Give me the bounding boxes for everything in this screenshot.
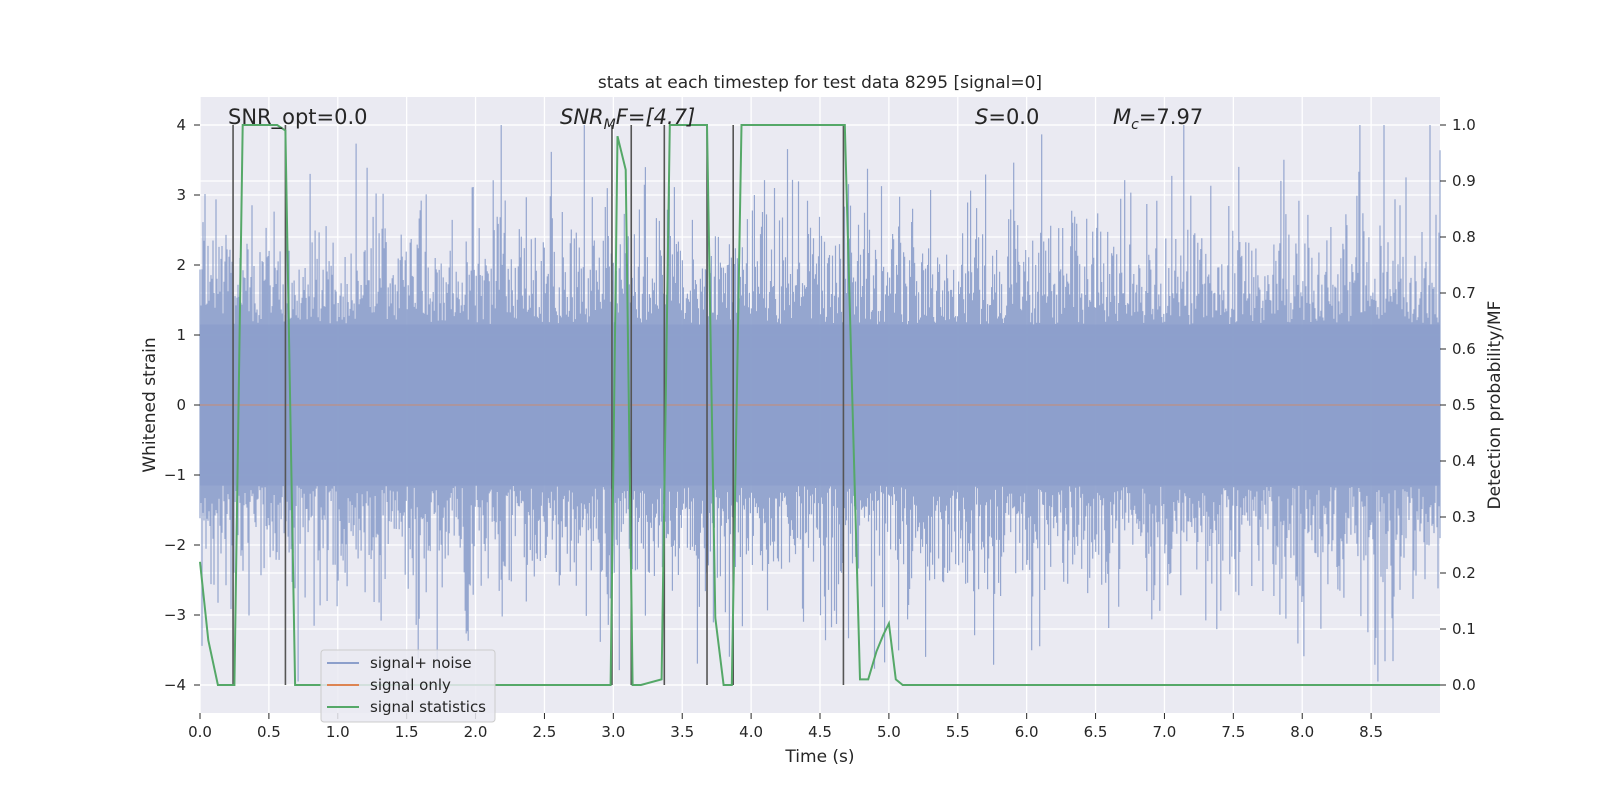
x-tick-label: 0.0	[188, 723, 212, 741]
annotation-s-rest: =0.0	[988, 105, 1039, 129]
tick-labels: 0.0 0.5 1.0 1.5 2.0 2.5 3.0 3.5 4.0 4.5 5.0 5.5 6.0 6…	[164, 116, 1476, 741]
x-tick-label: 4.0	[739, 723, 763, 741]
y2-tick-label: 0.7	[1452, 284, 1476, 302]
x-tick-label: 0.5	[257, 723, 281, 741]
x-tick-label: 4.5	[808, 723, 832, 741]
x-tick-label: 3.5	[670, 723, 694, 741]
x-tick-label: 8.5	[1359, 723, 1383, 741]
legend-label-signal-noise: signal+ noise	[370, 654, 472, 672]
chart-title: stats at each timestep for test data 829…	[598, 73, 1042, 93]
annotation-mc-main: M	[1113, 105, 1131, 129]
signal-noise-series	[199, 125, 1441, 682]
x-tick-label: 7.0	[1153, 723, 1177, 741]
y2-tick-label: 0.5	[1452, 396, 1476, 414]
x-tick-label: 1.0	[326, 723, 350, 741]
y-tick-label: 3	[176, 186, 186, 204]
y2-tick-label: 0.1	[1452, 620, 1476, 638]
annotation-snr-opt: SNR_opt=0.0	[228, 105, 368, 130]
annotation-mc: Mc=7.97	[1113, 105, 1203, 133]
x-tick-label: 6.5	[1084, 723, 1108, 741]
noise-band-spikes	[199, 125, 1441, 682]
y-tick-label: −1	[164, 466, 186, 484]
y2-tick-label: 0.9	[1452, 172, 1476, 190]
annotation-mc-sub: c	[1131, 117, 1139, 133]
x-axis-label: Time (s)	[784, 747, 854, 767]
signal-statistics-line	[199, 124, 1440, 686]
annotation-s: S=0.0	[975, 105, 1039, 129]
legend: signal+ noise signal only signal statist…	[320, 649, 496, 723]
x-tick-label: 3.0	[601, 723, 625, 741]
y2-tick-label: 0.4	[1452, 452, 1476, 470]
x-tick-label: 7.5	[1221, 723, 1245, 741]
legend-label-signal-statistics: signal statistics	[370, 698, 486, 716]
y2-tick-label: 0.3	[1452, 508, 1476, 526]
x-tick-label: 2.0	[464, 723, 488, 741]
x-tick-label: 2.5	[533, 723, 557, 741]
y2-tick-label: 1.0	[1452, 116, 1476, 134]
annotation-snr-mf-main: SNR	[560, 105, 604, 129]
y2-tick-label: 0.0	[1452, 676, 1476, 694]
y-tick-label: −4	[164, 676, 186, 694]
signal-statistics-series	[199, 124, 1440, 686]
x-tick-label: 6.0	[1015, 723, 1039, 741]
legend-box	[320, 649, 496, 723]
y-tick-label: 0	[176, 396, 186, 414]
annotation-snr-mf: SNRMF=[4.7]	[560, 105, 695, 133]
annotation-snr-mf-sub: M	[604, 117, 616, 133]
x-tick-label: 5.5	[946, 723, 970, 741]
y2-tick-label: 0.6	[1452, 340, 1476, 358]
y-tick-label: −3	[164, 606, 186, 624]
y-tick-label: 2	[176, 256, 186, 274]
y-tick-label: 1	[176, 326, 186, 344]
x-tick-label: 8.0	[1290, 723, 1314, 741]
y2-tick-label: 0.8	[1452, 228, 1476, 246]
legend-label-signal-only: signal only	[370, 676, 451, 694]
annotation-s-main: S	[975, 105, 988, 129]
y-tick-label: 4	[176, 116, 186, 134]
x-tick-label: 1.5	[395, 723, 419, 741]
annotation-mc-rest: =7.97	[1139, 105, 1203, 129]
y2-tick-label: 0.2	[1452, 564, 1476, 582]
y-axis-label: Whitened strain	[140, 337, 160, 472]
x-tick-label: 5.0	[877, 723, 901, 741]
y2-axis-label: Detection probability/MF	[1485, 301, 1505, 510]
annotation-snr-mf-rest: F=[4.7]	[616, 105, 695, 129]
y-tick-label: −2	[164, 536, 186, 554]
